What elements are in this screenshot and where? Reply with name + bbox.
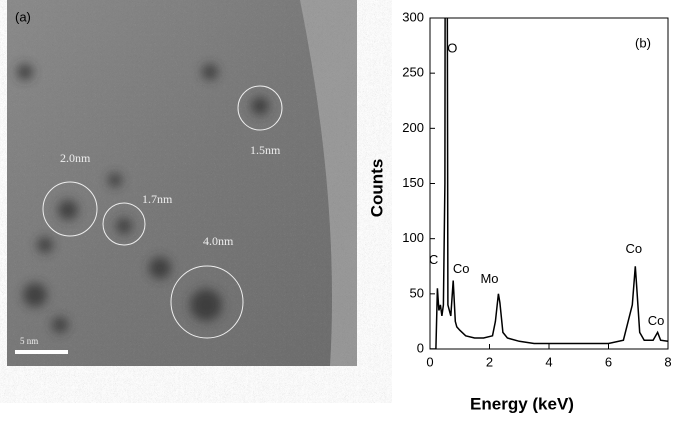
y-tick-label: 150 [402,175,424,190]
size-label: 1.7nm [142,192,173,206]
y-axis-title: Counts [367,159,386,218]
y-tick-label: 300 [402,9,424,24]
x-axis-title: Energy (keV) [470,394,574,413]
size-label: 4.0nm [203,234,234,248]
x-tick-label: 8 [664,354,671,369]
x-tick-label: 0 [426,354,433,369]
tem-image: (a) 1.5nm 2.0nm 1.7nm 4.0nm 5 nm [7,0,357,366]
panel-label: (b) [635,35,651,50]
x-tick-label: 6 [605,354,612,369]
peak-label: Co [625,241,642,256]
peak-label: Mo [480,271,498,286]
size-label: 1.5nm [250,143,281,157]
peak-label: C [429,252,438,267]
peak-label: O [447,40,457,55]
y-tick-label: 50 [410,285,424,300]
scale-bar-label: 5 nm [20,336,38,346]
y-tick-label: 100 [402,230,424,245]
peak-label: Co [453,261,470,276]
peak-label: Co [648,313,665,328]
x-tick-label: 4 [545,354,552,369]
y-tick-label: 250 [402,65,424,80]
x-tick-label: 2 [486,354,493,369]
spectrum-line [430,18,668,349]
y-tick-label: 0 [417,340,424,355]
size-label: 2.0nm [60,151,91,165]
panel-label: (a) [15,9,31,24]
y-tick-label: 200 [402,120,424,135]
